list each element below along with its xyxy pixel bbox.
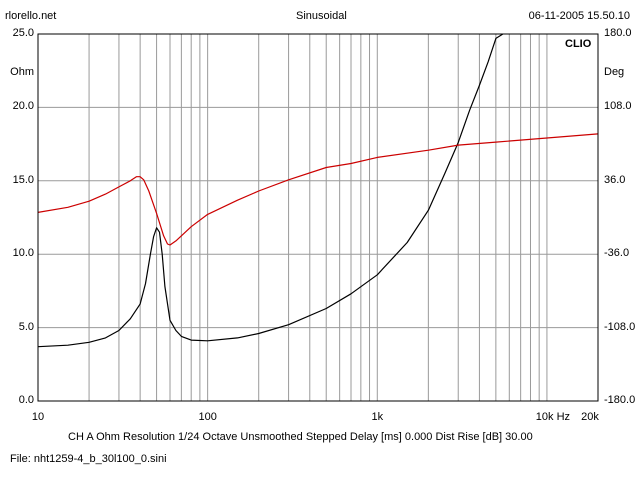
right-tick-label: 180.0 [604,27,632,39]
header-timestamp: 06-11-2005 15.50.10 [528,10,630,22]
left-tick-label: 15.0 [12,173,34,186]
right-unit-label: Deg [604,66,625,78]
right-tick-label: 36.0 [604,173,626,186]
file-name: File: nht1259-4_b_30l100_0.sini [10,453,167,465]
left-tick-label: 5.0 [18,320,34,333]
clio-logo: CLIO [565,38,592,50]
x-tick-label: 1k [371,411,384,423]
header-title: Sinusoidal [296,10,347,22]
impedance-curve [37,33,504,348]
right-tick-label: -36.0 [604,247,630,260]
data-curves [37,33,599,348]
left-tick-label: 0.0 [18,394,34,406]
x-tick-label: 10k Hz [535,411,571,423]
right-tick-label: -108.0 [604,320,636,333]
right-tick-label: 108.0 [604,100,632,113]
plot-frame [37,33,599,402]
phase-curve [37,133,599,246]
grid-lines [38,34,598,401]
measurement-settings: CH A Ohm Resolution 1/24 Octave Unsmooth… [68,431,533,443]
left-tick-label: 25.0 [12,27,34,39]
right-tick-label: -180.0 [604,394,636,406]
x-tick-label: 10 [31,411,45,423]
x-tick-label: 20k [581,411,599,423]
header-left: rlorello.net [5,10,57,22]
left-unit-label: Ohm [10,66,34,78]
left-tick-label: 20.0 [12,100,34,113]
left-tick-label: 10.0 [12,247,34,260]
x-tick-label: 100 [198,411,217,423]
